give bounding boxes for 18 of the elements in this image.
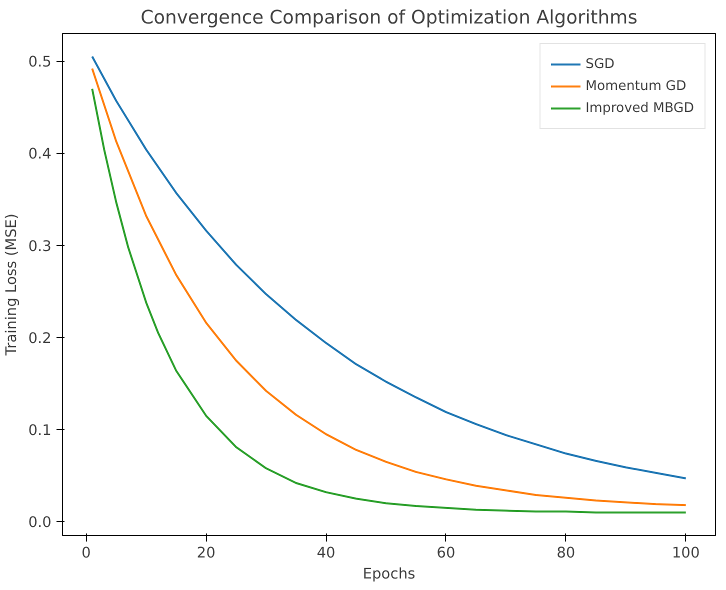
x-tick-label: 80: [556, 544, 576, 562]
y-tick-label: 0.3: [28, 238, 52, 255]
legend-label: Momentum GD: [586, 78, 686, 94]
x-tick-label: 20: [196, 544, 216, 562]
x-axis-title: Epochs: [362, 566, 416, 582]
x-tick-label: 40: [316, 544, 336, 562]
legend-label: Improved MBGD: [586, 100, 694, 116]
y-tick-label: 0.4: [28, 146, 52, 163]
y-tick-label: 0.2: [28, 330, 52, 347]
y-axis-title: Training Loss (MSE): [3, 214, 20, 356]
x-tick-label: 60: [436, 544, 456, 562]
x-tick-label: 100: [672, 544, 700, 562]
legend-label: SGD: [586, 56, 615, 72]
x-tick-label: 0: [82, 544, 91, 562]
y-tick-label: 0.5: [28, 54, 52, 71]
y-tick-label: 0.1: [28, 422, 52, 440]
chart-title: Convergence Comparison of Optimization Algorithms: [140, 8, 638, 28]
y-tick-label: 0.0: [28, 514, 52, 532]
